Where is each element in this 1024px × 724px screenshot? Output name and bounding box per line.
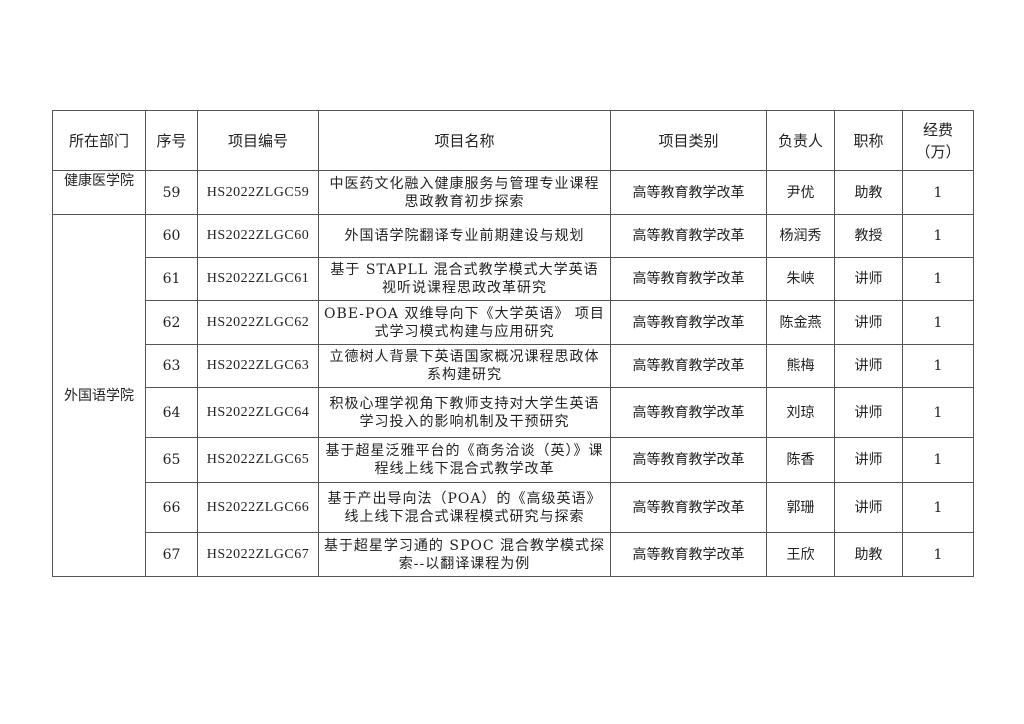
- table-row: 健康医学院 59 HS2022ZLGC59 中医药文化融入健康服务与管理专业课程思政教…: [52, 170, 974, 215]
- rank-cell: 讲师: [834, 300, 903, 345]
- fee-cell: 1: [902, 344, 974, 388]
- rank-cell: 助教: [834, 532, 903, 577]
- category-cell: 高等教育教学改革: [610, 170, 767, 215]
- fee-cell: 1: [902, 170, 974, 215]
- category-cell: 高等教育教学改革: [610, 532, 767, 577]
- leader-cell: 杨润秀: [766, 214, 835, 258]
- leader-cell: 王欣: [766, 532, 835, 577]
- rank-cell: 教授: [834, 214, 903, 258]
- title-cell: 基于产出导向法（POA）的《高级英语》线上线下混合式课程模式研究与探索: [318, 482, 611, 533]
- header-fee: 经费（万）: [902, 110, 974, 171]
- header-title: 项目名称: [318, 110, 611, 171]
- fee-cell: 1: [902, 214, 974, 258]
- table-row: 67 HS2022ZLGC67 基于超星学习通的 SPOC 混合教学模式探索--以翻…: [53, 532, 974, 577]
- code-cell: HS2022ZLGC65: [197, 437, 319, 483]
- leader-cell: 朱峡: [766, 257, 835, 301]
- title-cell: 外国语学院翻译专业前期建设与规划: [318, 214, 611, 258]
- code-cell: HS2022ZLGC67: [197, 532, 319, 577]
- rank-cell: 讲师: [834, 437, 903, 483]
- title-cell: 积极心理学视角下教师支持对大学生英语学习投入的影响机制及干预研究: [318, 387, 611, 438]
- code-cell: HS2022ZLGC61: [197, 257, 319, 301]
- title-cell: 基于超星学习通的 SPOC 混合教学模式探索--以翻译课程为例: [318, 532, 611, 577]
- fee-cell: 1: [902, 482, 974, 533]
- number-cell: 62: [145, 300, 198, 345]
- category-cell: 高等教育教学改革: [610, 300, 767, 345]
- leader-cell: 尹优: [766, 170, 835, 215]
- number-cell: 63: [145, 344, 198, 388]
- table-row: 63 HS2022ZLGC63 立德树人背景下英语国家概况课程思政体系构建研究 高等教…: [53, 344, 974, 388]
- rank-cell: 讲师: [834, 482, 903, 533]
- fee-cell: 1: [902, 532, 974, 577]
- category-cell: 高等教育教学改革: [610, 257, 767, 301]
- department-cell: 健康医学院: [52, 170, 146, 215]
- category-cell: 高等教育教学改革: [610, 214, 767, 258]
- header-fee-label: 经费（万）: [915, 120, 961, 161]
- table-row: 外国语学院 60 HS2022ZLGC60 外国语学院翻译专业前期建设与规划 高等教育教…: [52, 214, 974, 577]
- number-cell: 59: [145, 170, 198, 215]
- header-number: 序号: [145, 110, 198, 171]
- category-cell: 高等教育教学改革: [610, 482, 767, 533]
- leader-cell: 刘琼: [766, 387, 835, 438]
- department-cell: 外国语学院: [52, 214, 146, 577]
- table-row: 64 HS2022ZLGC64 积极心理学视角下教师支持对大学生英语学习投入的影响机…: [53, 387, 974, 438]
- rank-cell: 讲师: [834, 257, 903, 301]
- title-cell: 立德树人背景下英语国家概况课程思政体系构建研究: [318, 344, 611, 388]
- header-category: 项目类别: [610, 110, 767, 171]
- number-cell: 60: [145, 214, 198, 258]
- code-cell: HS2022ZLGC64: [197, 387, 319, 438]
- title-cell: OBE-POA 双维导向下《大学英语》 项目式学习模式构建与应用研究: [318, 300, 611, 345]
- leader-cell: 郭珊: [766, 482, 835, 533]
- rank-cell: 助教: [834, 170, 903, 215]
- table-row: 66 HS2022ZLGC66 基于产出导向法（POA）的《高级英语》线上线下混合式…: [53, 482, 974, 533]
- rank-cell: 讲师: [834, 344, 903, 388]
- number-cell: 66: [145, 482, 198, 533]
- fee-cell: 1: [902, 387, 974, 438]
- category-cell: 高等教育教学改革: [610, 387, 767, 438]
- leader-cell: 熊梅: [766, 344, 835, 388]
- category-cell: 高等教育教学改革: [610, 437, 767, 483]
- category-cell: 高等教育教学改革: [610, 344, 767, 388]
- header-rank: 职称: [834, 110, 903, 171]
- code-cell: HS2022ZLGC60: [197, 214, 319, 258]
- header-leader: 负责人: [766, 110, 835, 171]
- leader-cell: 陈香: [766, 437, 835, 483]
- header-department: 所在部门: [52, 110, 146, 171]
- title-cell: 基于 STAPLL 混合式教学模式大学英语视听说课程思政改革研究: [318, 257, 611, 301]
- title-cell: 中医药文化融入健康服务与管理专业课程思政教育初步探索: [318, 170, 611, 215]
- fee-cell: 1: [902, 437, 974, 483]
- number-cell: 65: [145, 437, 198, 483]
- header-row: 所在部门 序号 项目编号 项目名称 项目类别 负责人 职称 经费（万）: [52, 110, 974, 171]
- table-row: 65 HS2022ZLGC65 基于超星泛雅平台的《商务洽谈（英）》课程线上线下混合…: [53, 437, 974, 483]
- fee-cell: 1: [902, 257, 974, 301]
- number-cell: 64: [145, 387, 198, 438]
- title-cell: 基于超星泛雅平台的《商务洽谈（英）》课程线上线下混合式教学改革: [318, 437, 611, 483]
- rank-cell: 讲师: [834, 387, 903, 438]
- table-row: 62 HS2022ZLGC62 OBE-POA 双维导向下《大学英语》 项目式学习模…: [53, 300, 974, 345]
- code-cell: HS2022ZLGC59: [197, 170, 319, 215]
- code-cell: HS2022ZLGC66: [197, 482, 319, 533]
- fee-cell: 1: [902, 300, 974, 345]
- table-row: 61 HS2022ZLGC61 基于 STAPLL 混合式教学模式大学英语视听说课程…: [53, 257, 974, 301]
- project-table: 所在部门 序号 项目编号 项目名称 项目类别 负责人 职称 经费（万） 健康医学…: [52, 110, 974, 577]
- header-code: 项目编号: [197, 110, 319, 171]
- code-cell: HS2022ZLGC63: [197, 344, 319, 388]
- leader-cell: 陈金燕: [766, 300, 835, 345]
- number-cell: 61: [145, 257, 198, 301]
- number-cell: 67: [145, 532, 198, 577]
- code-cell: HS2022ZLGC62: [197, 300, 319, 345]
